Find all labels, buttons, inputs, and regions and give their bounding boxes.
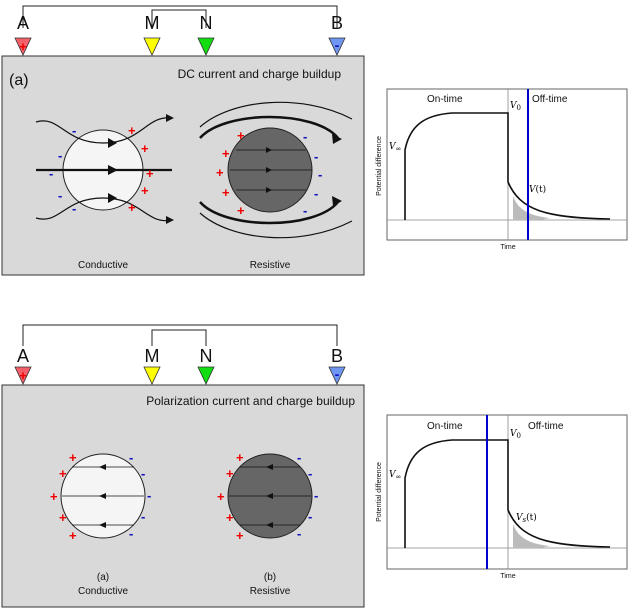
plus-charge: + bbox=[237, 203, 245, 218]
top-plot-y-label: Potential difference bbox=[376, 136, 383, 196]
bottom-electrode-array: A M N B + - bbox=[15, 325, 345, 384]
minus-charge: - bbox=[141, 466, 145, 481]
electrode-m-label: M bbox=[145, 13, 160, 33]
plus-charge: + bbox=[59, 466, 67, 481]
top-plot-off-time: Off-time bbox=[532, 94, 568, 105]
top-plot-on-time: On-time bbox=[427, 94, 463, 105]
conductive-label: Conductive bbox=[78, 260, 128, 271]
bottom-plot-vs-label: Vs(t) bbox=[516, 512, 537, 524]
electrode-a-label: A bbox=[17, 13, 29, 33]
mn-wire bbox=[152, 330, 206, 346]
electrode-m-label: M bbox=[145, 346, 160, 366]
minus-charge: - bbox=[297, 526, 301, 541]
minus-charge: - bbox=[314, 488, 318, 503]
minus-charge: - bbox=[314, 186, 318, 201]
minus-charge: - bbox=[314, 149, 318, 164]
plus-charge: + bbox=[216, 165, 224, 180]
plus-charge: + bbox=[50, 489, 58, 504]
electrode-m-marker bbox=[144, 367, 160, 384]
plus-charge: + bbox=[59, 510, 67, 525]
minus-charge: - bbox=[308, 509, 312, 524]
minus-charge: - bbox=[129, 450, 133, 465]
minus-charge: - bbox=[147, 488, 151, 503]
plus-charge: + bbox=[217, 489, 225, 504]
top-plot-frame bbox=[387, 89, 627, 240]
ab-wire bbox=[23, 6, 337, 28]
plus-charge: + bbox=[141, 141, 149, 156]
mn-wire bbox=[152, 10, 206, 28]
minus-charge: - bbox=[58, 188, 62, 203]
minus-charge: - bbox=[141, 509, 145, 524]
electrode-a-sign: + bbox=[19, 368, 27, 383]
plus-charge: + bbox=[128, 123, 136, 138]
top-electrode-array: A M N B + - bbox=[15, 6, 345, 55]
plus-charge: + bbox=[222, 146, 230, 161]
bottom-panel: Polarization current and charge buildup … bbox=[2, 385, 364, 607]
minus-charge: - bbox=[72, 201, 76, 216]
plus-charge: + bbox=[236, 450, 244, 465]
plus-charge: + bbox=[146, 166, 154, 181]
electrode-b-sign: - bbox=[335, 366, 340, 382]
top-panel-title: DC current and charge buildup bbox=[178, 67, 342, 81]
electrode-m-marker bbox=[144, 38, 160, 55]
resistive-tag: (b) bbox=[264, 572, 276, 583]
electrode-a-sign: + bbox=[19, 39, 27, 54]
resistive-label: Resistive bbox=[250, 586, 291, 597]
plus-charge: + bbox=[69, 450, 77, 465]
minus-charge: - bbox=[303, 129, 307, 144]
electrode-n-marker bbox=[198, 38, 214, 55]
plus-charge: + bbox=[226, 510, 234, 525]
bottom-plot-x-label: Time bbox=[500, 573, 515, 580]
conductive-tag: (a) bbox=[97, 572, 109, 583]
electrode-a-label: A bbox=[17, 346, 29, 366]
conductive-label: Conductive bbox=[78, 586, 128, 597]
plus-charge: + bbox=[237, 128, 245, 143]
resistive-label: Resistive bbox=[250, 260, 291, 271]
electrode-b-label: B bbox=[331, 13, 343, 33]
minus-charge: - bbox=[297, 450, 301, 465]
minus-charge: - bbox=[49, 166, 53, 181]
top-plot-vs-label: V(t) bbox=[529, 184, 546, 195]
plus-charge: + bbox=[141, 183, 149, 198]
minus-charge: - bbox=[308, 466, 312, 481]
top-panel: (a) DC current and charge buildup - - - … bbox=[2, 56, 364, 275]
bottom-plot-off-time: Off-time bbox=[528, 421, 564, 432]
bottom-plot: On-time Off-time V0 V∞ Vs(t) Potential d… bbox=[376, 415, 627, 580]
top-plot-x-label: Time bbox=[500, 244, 515, 251]
plus-charge: + bbox=[222, 185, 230, 200]
minus-charge: - bbox=[318, 167, 322, 182]
plus-charge: + bbox=[69, 528, 77, 543]
electrode-n-label: N bbox=[200, 346, 213, 366]
plus-charge: + bbox=[226, 466, 234, 481]
electrode-n-marker bbox=[198, 367, 214, 384]
top-panel-tag: (a) bbox=[9, 72, 29, 89]
electrode-b-label: B bbox=[331, 346, 343, 366]
electrode-n-label: N bbox=[200, 13, 213, 33]
minus-charge: - bbox=[72, 123, 76, 138]
minus-charge: - bbox=[303, 203, 307, 218]
plus-charge: + bbox=[128, 200, 136, 215]
bottom-plot-y-label: Potential difference bbox=[376, 462, 383, 522]
minus-charge: - bbox=[58, 148, 62, 163]
top-plot: On-time Off-time V0 V∞ V(t) Potential di… bbox=[376, 89, 627, 251]
bottom-panel-title: Polarization current and charge buildup bbox=[146, 394, 355, 408]
plus-charge: + bbox=[236, 528, 244, 543]
electrode-b-sign: - bbox=[335, 37, 340, 53]
bottom-plot-on-time: On-time bbox=[427, 421, 463, 432]
ab-wire bbox=[23, 325, 337, 346]
minus-charge: - bbox=[129, 526, 133, 541]
